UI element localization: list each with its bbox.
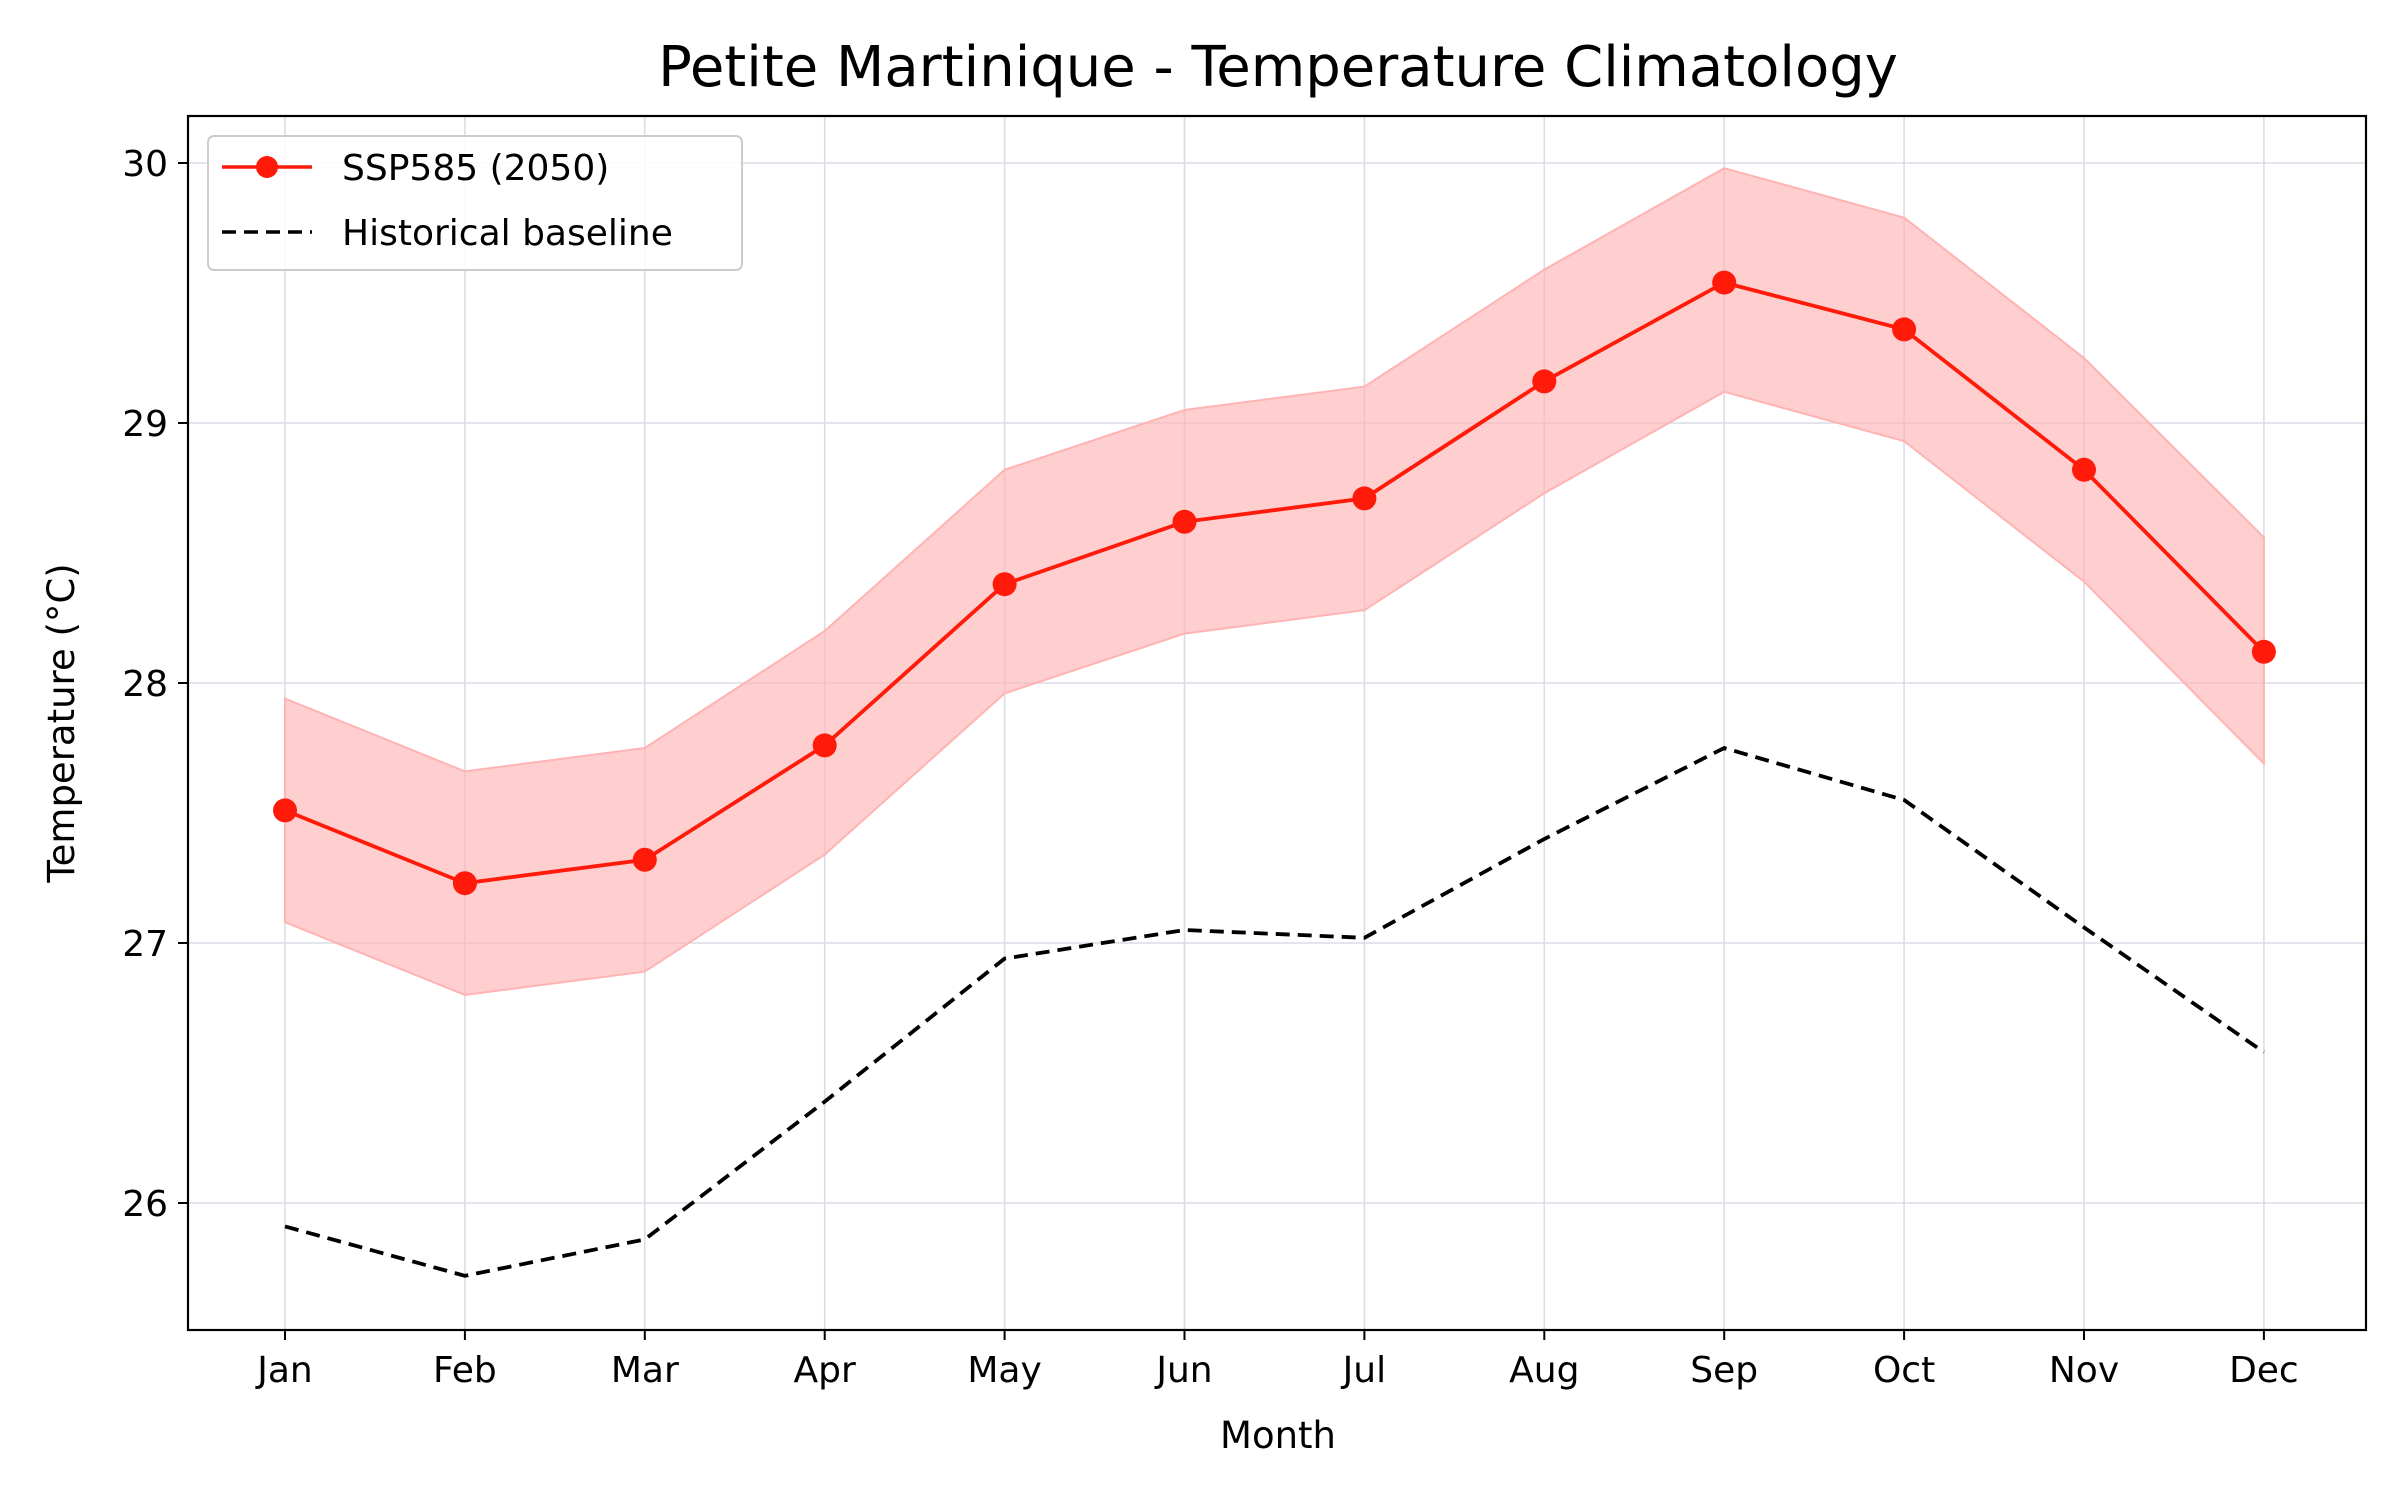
ssp585-point bbox=[1892, 317, 1917, 342]
ssp585-point bbox=[1712, 270, 1737, 295]
x-axis: Jan Feb Mar Apr May Jun Jul Aug Sep Oct Nov Dec bbox=[255, 1330, 2299, 1391]
ssp585-point bbox=[1532, 369, 1557, 394]
legend-label-historical: Historical baseline bbox=[342, 213, 673, 254]
ssp585-point bbox=[452, 871, 477, 896]
y-tick-label: 26 bbox=[122, 1184, 168, 1225]
y-tick-label: 27 bbox=[122, 924, 168, 965]
y-axis: 26 27 28 29 30 bbox=[122, 144, 188, 1225]
legend-marker-dot bbox=[256, 156, 278, 178]
band-layer bbox=[284, 167, 2265, 997]
ssp585-point bbox=[812, 733, 837, 758]
y-tick-label: 29 bbox=[122, 404, 168, 445]
ssp585-point bbox=[2072, 457, 2096, 482]
x-tick-label: Feb bbox=[433, 1350, 497, 1391]
ssp585-point bbox=[273, 798, 297, 823]
x-tick-label: Dec bbox=[2229, 1350, 2299, 1391]
x-tick-label: Nov bbox=[2049, 1350, 2119, 1391]
historical-baseline-line bbox=[284, 745, 2265, 1278]
legend-box bbox=[207, 135, 743, 271]
y-tick-label: 30 bbox=[122, 144, 168, 185]
ssp585-point bbox=[2251, 639, 2276, 664]
series-layer bbox=[273, 270, 2276, 1278]
x-tick-label: May bbox=[967, 1350, 1041, 1391]
x-tick-label: Aug bbox=[1509, 1350, 1579, 1391]
x-tick-label: Jun bbox=[1154, 1350, 1212, 1391]
x-tick-label: Sep bbox=[1690, 1350, 1758, 1391]
chart-title: Petite Martinique - Temperature Climatol… bbox=[658, 35, 1898, 100]
x-tick-label: Oct bbox=[1873, 1350, 1935, 1391]
x-tick-label: Apr bbox=[794, 1350, 856, 1391]
ssp585-line bbox=[284, 280, 2266, 886]
ssp585-point bbox=[1172, 509, 1197, 534]
y-axis-label: Temperature (°C) bbox=[40, 563, 83, 883]
x-axis-label: Month bbox=[1220, 1414, 1336, 1457]
x-tick-label: Jul bbox=[1341, 1350, 1386, 1391]
legend-label-ssp585: SSP585 (2050) bbox=[342, 148, 609, 189]
ssp585-point bbox=[1352, 486, 1377, 511]
ssp585-point bbox=[632, 847, 657, 872]
x-tick-label: Jan bbox=[255, 1350, 313, 1391]
y-tick-label: 28 bbox=[122, 664, 168, 705]
plot-frame bbox=[186, 114, 2368, 1332]
x-tick-label: Mar bbox=[611, 1350, 679, 1391]
ssp585-point bbox=[992, 572, 1017, 597]
ssp585-uncertainty-band bbox=[284, 167, 2265, 997]
legend: SSP585 (2050) Historical baseline bbox=[207, 135, 743, 271]
